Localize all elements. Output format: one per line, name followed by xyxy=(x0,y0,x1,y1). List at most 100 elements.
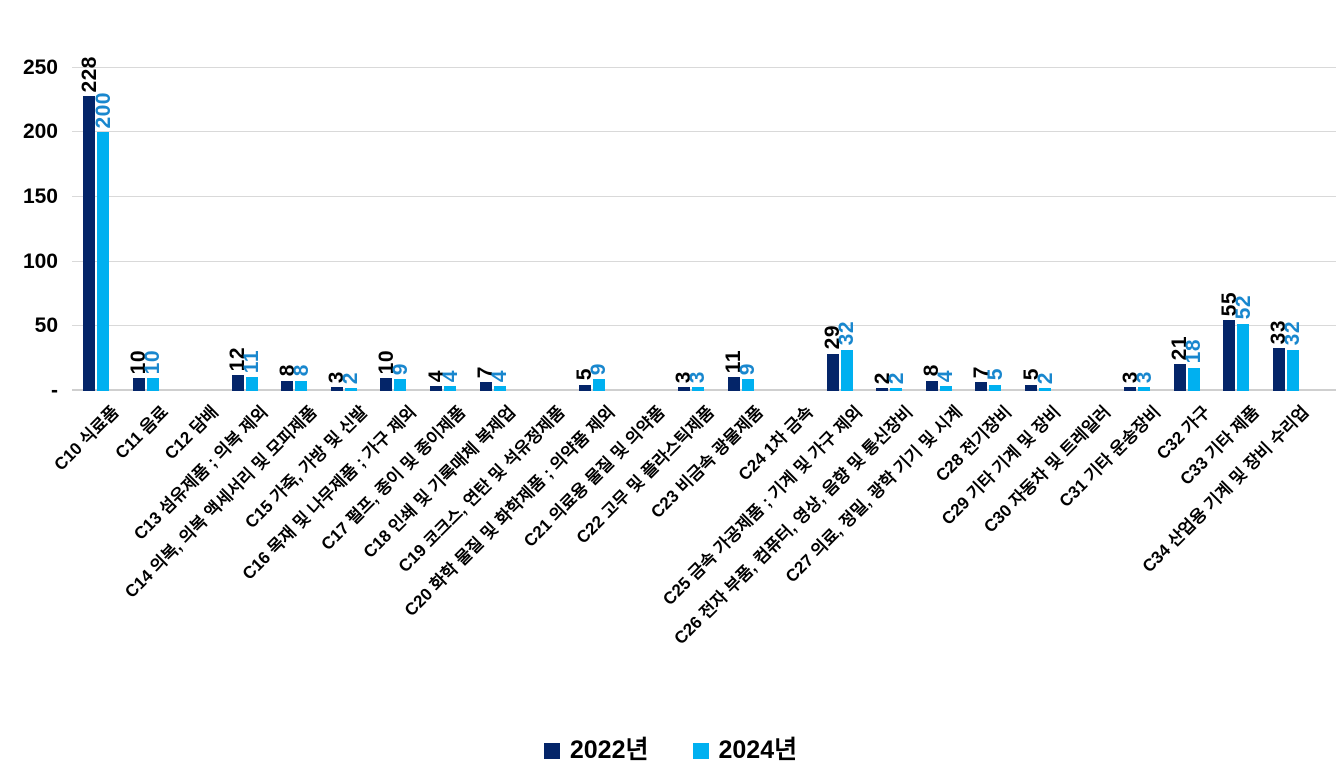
value-label-2024년: 5 xyxy=(983,368,1007,381)
x-axis-category-label: C33 기타 제품 xyxy=(1176,402,1264,489)
x-axis-category-label: C11 음료 xyxy=(112,402,173,463)
gridline xyxy=(72,260,1336,262)
value-label-2024년: 32 xyxy=(1281,321,1305,346)
bar-2024년 xyxy=(989,384,1002,391)
bar-2022년 xyxy=(330,387,343,391)
bar-2022년 xyxy=(83,96,95,391)
value-label-2024년: 200 xyxy=(91,91,115,129)
x-axis-category-label: C16 목재 및 나무제품 ; 가구 제외 xyxy=(239,402,421,584)
value-label-2024년: 4 xyxy=(438,369,462,382)
bar-2022년 xyxy=(1173,363,1186,391)
bar-2022년 xyxy=(1223,319,1236,391)
x-axis-category-label: C25 금속 가공제품 ; 기계 및 가구 제외 xyxy=(659,402,867,609)
x-axis-category-label: C15 가죽, 가방 및 신발 xyxy=(241,402,371,532)
bar-2022년 xyxy=(975,381,988,391)
x-axis-category-label: C21 의료용 물질 및 의약품 xyxy=(519,402,669,551)
y-axis-tick-label: - xyxy=(51,379,58,402)
gridline xyxy=(72,131,1336,133)
x-axis-category-label: C22 고무 및 플라스틱제품 xyxy=(572,402,718,548)
legend-swatch xyxy=(692,742,709,759)
gridline xyxy=(72,66,1336,68)
x-axis-category-label: C23 비금속 광물제품 xyxy=(647,402,768,522)
bar-2022년 xyxy=(578,384,591,391)
bar-2022년 xyxy=(925,380,938,391)
legend: 2022년 2024년 xyxy=(0,738,1341,763)
bar-2024년 xyxy=(444,385,457,391)
x-axis-category-label: C12 담배 xyxy=(160,402,222,464)
bar-2022년 xyxy=(380,378,393,391)
value-label-2022년: 228 xyxy=(77,55,101,93)
value-label-2024년: 32 xyxy=(835,321,859,346)
value-label-2024년: 4 xyxy=(934,369,958,382)
x-axis-category-label: C28 전기장비 xyxy=(932,402,1016,486)
bar-2024년 xyxy=(592,379,605,391)
legend-label: 2024년 xyxy=(718,736,798,764)
value-label-2024년: 2 xyxy=(884,372,908,385)
bar-2024년 xyxy=(344,388,357,391)
bar-2024년 xyxy=(97,132,109,391)
value-label-2024년: 4 xyxy=(488,369,512,382)
legend-label: 2022년 xyxy=(569,736,649,764)
x-axis-category-label: C34 산업용 기계 및 장비 수리업 xyxy=(1138,402,1313,577)
bar-2024년 xyxy=(394,379,407,391)
value-label-2024년: 3 xyxy=(1132,370,1156,384)
bar-2022년 xyxy=(727,376,740,391)
x-axis-category-label: C20 화학 물질 및 화학제품 ; 의약품 제외 xyxy=(400,402,619,620)
bar-2024년 xyxy=(741,379,754,391)
legend-item: 2024년 xyxy=(692,736,798,764)
legend-swatch xyxy=(543,742,560,759)
x-axis-category-label: C24 1차 금속 xyxy=(734,402,817,485)
x-axis-category-label: C30 자동차 및 트레일러 xyxy=(980,402,1115,537)
bar-2022년 xyxy=(479,381,492,391)
bar-2024년 xyxy=(1039,388,1052,391)
x-axis-category-label: C29 기타 기계 및 장비 xyxy=(938,402,1065,529)
x-axis-category-label: C18 인쇄 및 기록매체 복제업 xyxy=(359,402,520,562)
bar-2022년 xyxy=(231,375,244,391)
value-label-2024년: 2 xyxy=(339,372,363,385)
bar-2024년 xyxy=(1138,387,1151,391)
bar-2022년 xyxy=(677,387,690,391)
y-axis-tick-label: 50 xyxy=(34,314,58,338)
legend-item: 2022년 xyxy=(543,736,649,764)
bar-2022년 xyxy=(430,385,443,391)
bar-2024년 xyxy=(939,385,952,391)
x-axis-category-label: C10 식료품 xyxy=(50,402,123,475)
bar-2024년 xyxy=(890,388,903,391)
bar-2024년 xyxy=(1286,349,1299,391)
value-label-2024년: 2 xyxy=(1033,372,1057,385)
bar-2022년 xyxy=(1025,384,1038,391)
value-label-2024년: 8 xyxy=(289,364,313,377)
x-axis-category-label: C27 의료, 정밀, 광학 기기 및 시계 xyxy=(781,402,966,587)
x-axis-category-label: C32 가구 xyxy=(1152,402,1214,464)
x-axis-category-label: C14 의복, 의복 액세서리 및 모피제품 xyxy=(121,402,322,602)
bar-2024년 xyxy=(493,385,506,391)
bar-2024년 xyxy=(691,387,704,391)
y-axis-tick-label: 150 xyxy=(22,185,58,209)
bar-2024년 xyxy=(1237,323,1250,391)
value-label-2024년: 3 xyxy=(686,370,710,384)
x-axis-category-label: C26 전자 부품, 컴퓨터, 영상, 음향 및 통신장비 xyxy=(670,402,916,649)
x-axis-category-label: C19 코크스, 연탄 및 석유정제품 xyxy=(395,402,569,577)
bar-2024년 xyxy=(840,349,853,391)
value-label-2024년: 11 xyxy=(240,349,264,373)
bar-2024년 xyxy=(146,378,159,391)
value-label-2024년: 9 xyxy=(736,363,760,376)
plot-area: 228 200 10 10 12 11 8 8 3 2 10 9 4 4 7 4 5 9 3 3 11 9 29 32 2 2 8 4… xyxy=(72,40,1336,391)
bar-2022년 xyxy=(1124,387,1137,391)
bar-2024년 xyxy=(1187,367,1200,391)
gridline xyxy=(72,196,1336,198)
value-label-2024년: 10 xyxy=(141,349,165,375)
bar-2022년 xyxy=(876,388,889,391)
bar-2022년 xyxy=(281,380,294,391)
gridline xyxy=(72,325,1336,327)
bar-2024년 xyxy=(245,376,258,391)
x-axis-line xyxy=(72,389,1336,391)
value-label-2024년: 52 xyxy=(1231,295,1255,320)
bar-2024년 xyxy=(295,380,308,391)
y-axis-tick-label: 250 xyxy=(22,55,58,79)
x-axis-category-label: C17 펄프, 종이 및 종이제품 xyxy=(318,402,470,555)
bar-2022년 xyxy=(826,353,839,391)
x-axis-category-label: C13 섬유제품 ; 의복 제외 xyxy=(130,402,272,544)
value-label-2024년: 9 xyxy=(388,363,412,376)
